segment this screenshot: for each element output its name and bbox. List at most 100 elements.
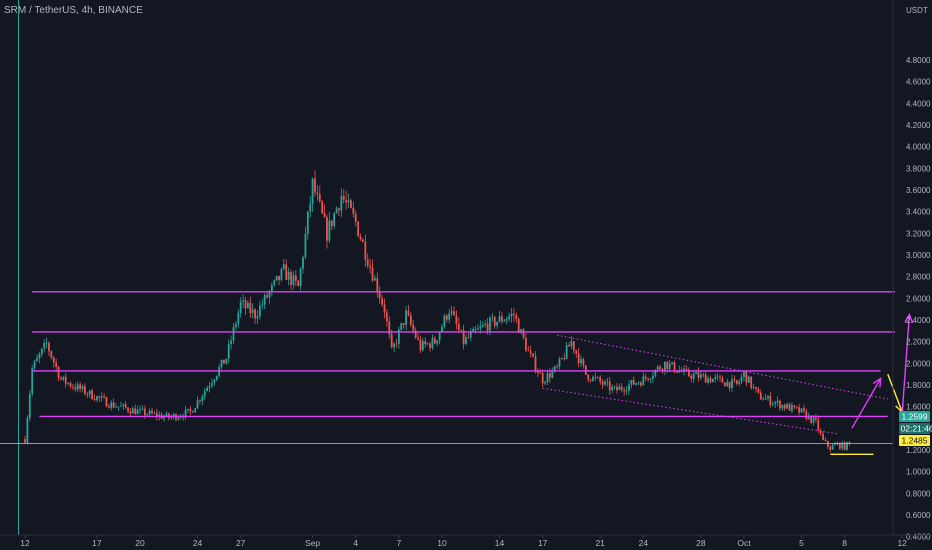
candle-body <box>457 323 460 330</box>
candle-body <box>40 348 43 355</box>
candle-body <box>131 408 134 414</box>
candle-body <box>227 343 230 359</box>
annotation-arrowhead <box>872 377 882 388</box>
candle-body <box>587 374 590 380</box>
candle-body <box>455 315 458 324</box>
candle-body <box>630 380 633 385</box>
candle-body <box>654 369 657 376</box>
candle-body <box>536 370 539 373</box>
candle-body <box>687 369 690 376</box>
candle-body <box>469 332 472 338</box>
candle-body <box>438 332 441 341</box>
candle-body <box>769 395 772 405</box>
candle-body <box>421 341 424 350</box>
candle-body <box>755 386 757 389</box>
candle-body <box>745 371 748 383</box>
candle-body <box>268 291 271 298</box>
candle-body <box>258 305 261 317</box>
candle-body <box>414 330 417 338</box>
candle-body <box>436 340 439 344</box>
candle-body <box>220 359 223 368</box>
time-tick-label: 28 <box>696 538 706 548</box>
candle-body <box>747 376 750 383</box>
candle-body <box>369 265 372 268</box>
annotation-arrow[interactable] <box>901 314 911 414</box>
candle-body <box>721 377 724 383</box>
candle-body <box>714 376 717 379</box>
candle-body <box>699 374 702 379</box>
channel-lower-line[interactable] <box>542 387 838 435</box>
candle-body <box>100 396 103 398</box>
candle-body <box>134 408 137 415</box>
candle-body <box>239 301 242 313</box>
time-tick-label: 24 <box>639 538 649 548</box>
candle-body <box>834 444 836 446</box>
candle-body <box>225 358 228 364</box>
candle-body <box>635 383 638 385</box>
candle-body <box>481 324 484 327</box>
price-tick-label: 0.4000 <box>906 533 931 542</box>
candle-body <box>105 397 108 407</box>
candle-body <box>215 375 218 380</box>
candle-body <box>611 387 614 391</box>
candle-body <box>359 236 362 240</box>
candle-body <box>803 408 805 411</box>
candle-body <box>330 220 333 227</box>
candle-body <box>659 366 662 369</box>
candle-body <box>69 383 72 387</box>
candle-body <box>311 178 314 204</box>
time-tick-label: 5 <box>799 538 804 548</box>
time-tick-label: 4 <box>353 538 358 548</box>
candle-body <box>702 374 705 376</box>
candle-body <box>196 400 199 409</box>
time-tick-label: 17 <box>92 538 102 548</box>
candle-body <box>592 376 594 381</box>
candle-body <box>776 400 779 403</box>
candle-body <box>767 395 769 399</box>
candle-body <box>781 405 784 409</box>
candle-body <box>417 337 419 340</box>
candle-body <box>378 292 381 299</box>
candle-body <box>38 354 41 359</box>
price-tick-label: 4.2000 <box>906 121 931 130</box>
channel-upper-line[interactable] <box>556 334 888 400</box>
candle-body <box>155 412 158 417</box>
time-tick-label: 7 <box>397 538 402 548</box>
candle-body <box>805 410 808 419</box>
candle-body <box>84 386 86 394</box>
candle-body <box>211 383 213 386</box>
candle-body <box>74 387 77 390</box>
candle-body <box>493 317 496 326</box>
candle-body <box>491 317 494 318</box>
candle-body <box>282 264 285 269</box>
candle-body <box>167 413 170 418</box>
candle-body <box>285 264 288 280</box>
annotation-arrow[interactable] <box>851 378 882 429</box>
candle-body <box>628 384 630 391</box>
time-axis[interactable]: 12 17 20 24 27 Sep 4 7 10 14 17 21 24 28 Oct 5 8 12 <box>0 534 932 548</box>
time-tick-label: 17 <box>538 538 548 548</box>
candle-body <box>366 259 369 266</box>
candle-body <box>477 328 479 330</box>
candle-body <box>429 343 431 348</box>
annotation-arrow[interactable] <box>887 373 903 413</box>
candle-body <box>409 315 412 325</box>
currency-label: USDT <box>906 6 928 15</box>
candle-body <box>388 321 391 335</box>
candle-body <box>93 399 96 401</box>
countdown-badge <box>899 423 930 434</box>
candle-body <box>397 329 400 344</box>
candle-body <box>419 339 422 350</box>
candle-body <box>297 280 300 287</box>
candle-body <box>726 381 729 387</box>
price-axis[interactable]: USDT 0.40000.60000.80001.00001.20001.400… <box>892 0 931 542</box>
time-tick-label: 12 <box>20 538 30 548</box>
last-price-text: 1.2599 <box>902 412 928 422</box>
chart-title: SRM / TetherUS, 4h, BINANCE <box>4 5 143 16</box>
candle-body <box>484 323 487 325</box>
candle-body <box>237 312 240 324</box>
candle-body <box>347 200 350 203</box>
candle-body <box>52 357 55 363</box>
candle-body <box>527 350 530 352</box>
